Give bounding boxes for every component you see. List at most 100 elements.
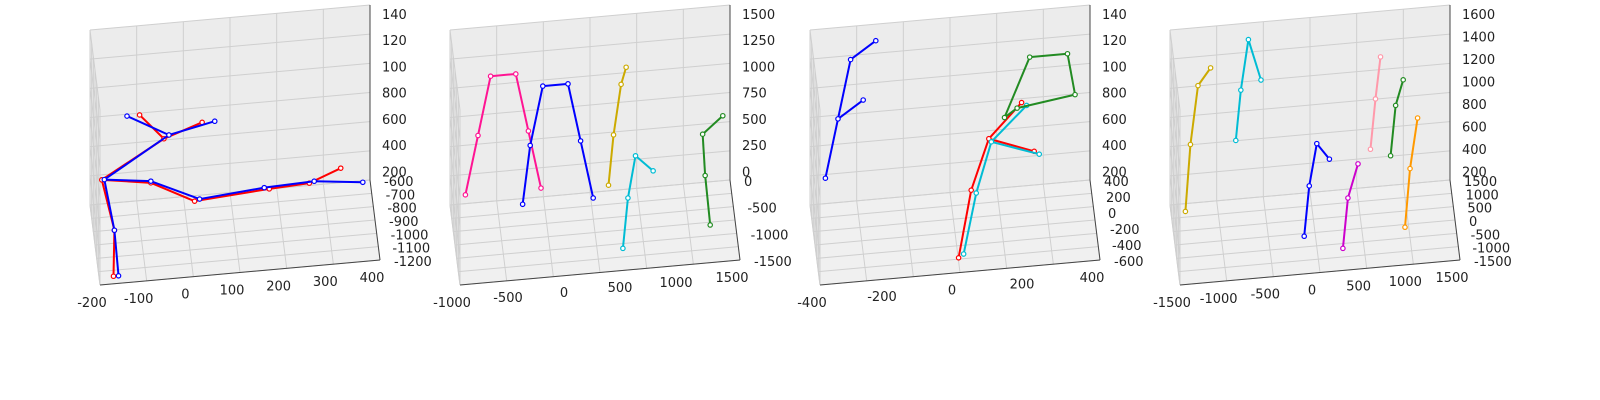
bone xyxy=(990,104,1028,143)
y-tick-label: 1500 xyxy=(1464,175,1497,190)
bone xyxy=(991,140,1040,156)
bone xyxy=(264,180,315,189)
skeleton-3 xyxy=(605,64,629,189)
y-tick-label: -1000 xyxy=(1472,242,1510,257)
y-tick-label: -1000 xyxy=(391,228,429,243)
gridline xyxy=(1169,33,1451,60)
gridline xyxy=(1169,29,1181,111)
x-tick-label: 0 xyxy=(948,284,956,299)
gridline xyxy=(1169,59,1181,140)
joint-marker xyxy=(1414,115,1421,121)
bone xyxy=(607,134,615,186)
joint-marker xyxy=(988,139,995,145)
gridline xyxy=(809,179,1091,206)
joint-marker xyxy=(1314,140,1320,147)
joint-marker xyxy=(822,175,829,182)
gridline xyxy=(1171,192,1452,219)
joint-marker xyxy=(1258,77,1264,83)
bone xyxy=(1394,79,1405,106)
bone xyxy=(612,84,623,136)
gridline xyxy=(89,29,101,111)
x-tick-label: 400 xyxy=(360,271,385,286)
bone xyxy=(1247,39,1262,81)
y-tick-label: 400 xyxy=(1104,175,1129,190)
x-tick-label: 1000 xyxy=(1389,275,1422,290)
y-tick-label: -1500 xyxy=(1474,255,1512,270)
skeleton-1 xyxy=(822,37,879,182)
axis-line xyxy=(1449,179,1461,261)
x-tick-label: 500 xyxy=(1346,279,1371,294)
z-tick-label: 200 xyxy=(1462,165,1487,180)
gridline xyxy=(89,33,371,60)
joint-marker xyxy=(115,272,122,279)
bone xyxy=(620,66,628,85)
joint-marker xyxy=(110,273,117,280)
z-tick-label: 100 xyxy=(1102,60,1127,75)
y-tick-label: -500 xyxy=(747,202,777,217)
skeleton-5 xyxy=(699,112,726,228)
joint-marker xyxy=(1233,137,1239,144)
joint-marker xyxy=(1207,65,1214,71)
gridline xyxy=(449,33,731,60)
bone xyxy=(1003,56,1031,118)
z-tick-label: 200 xyxy=(382,165,407,180)
joint-marker xyxy=(1306,183,1313,189)
joint-marker xyxy=(618,81,624,88)
joint-marker xyxy=(565,81,571,87)
joint-marker xyxy=(148,178,154,184)
bone xyxy=(126,115,170,136)
bone xyxy=(269,182,310,190)
bone xyxy=(477,75,492,136)
joint-marker xyxy=(1407,165,1413,172)
y-tick-label: -1500 xyxy=(754,255,792,270)
bone xyxy=(113,230,120,276)
y-tick-label: -200 xyxy=(1110,223,1140,238)
bone xyxy=(168,120,216,136)
z-tick-label: 600 xyxy=(1462,120,1487,135)
joint-marker xyxy=(525,128,532,134)
skeleton-5 xyxy=(1367,54,1384,153)
axis-line xyxy=(99,259,381,286)
x-tick-label: 1000 xyxy=(659,276,692,291)
joint-marker xyxy=(1001,114,1008,121)
joint-marker xyxy=(538,185,544,191)
joint-marker xyxy=(311,178,318,185)
bone xyxy=(626,155,637,199)
z-tick-label: 750 xyxy=(742,87,767,102)
joint-marker xyxy=(1195,82,1201,89)
bone xyxy=(634,155,654,172)
z-tick-label: 400 xyxy=(1102,139,1127,154)
joint-marker xyxy=(261,184,268,191)
joint-marker xyxy=(719,112,726,119)
y-tick-label: -900 xyxy=(389,215,419,230)
joint-marker xyxy=(960,251,967,257)
z-tick-label: 1200 xyxy=(1462,53,1495,68)
joint-marker xyxy=(462,192,469,198)
bone xyxy=(1029,52,1068,59)
z-tick-label: 200 xyxy=(1102,165,1127,180)
z-tick-label: 400 xyxy=(382,139,407,154)
bone xyxy=(824,118,839,179)
bone xyxy=(1389,105,1397,156)
bone xyxy=(1316,143,1331,160)
joint-marker xyxy=(1345,195,1351,201)
joint-marker xyxy=(1372,96,1379,102)
bone xyxy=(837,59,852,120)
joint-marker xyxy=(620,245,626,252)
x-tick-label: 1500 xyxy=(1435,271,1468,286)
x-tick-label: 100 xyxy=(220,284,245,299)
joint-marker xyxy=(1355,161,1361,167)
bone xyxy=(1341,197,1349,249)
z-tick-label: 0 xyxy=(742,165,750,180)
z-tick-label: 120 xyxy=(382,34,407,49)
y-tick-label: -600 xyxy=(384,175,414,190)
bone xyxy=(988,137,1035,153)
bone xyxy=(150,181,195,203)
joint-marker xyxy=(166,132,172,138)
x-tick-label: 200 xyxy=(1010,277,1035,292)
joint-marker xyxy=(1238,87,1244,93)
gridline xyxy=(89,179,371,206)
joint-marker xyxy=(337,165,344,171)
bone xyxy=(104,178,151,183)
